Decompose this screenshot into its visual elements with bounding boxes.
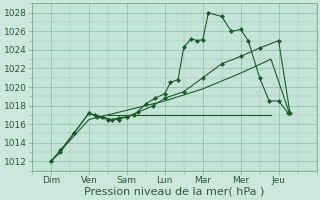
X-axis label: Pression niveau de la mer( hPa ): Pression niveau de la mer( hPa ) (84, 187, 264, 197)
